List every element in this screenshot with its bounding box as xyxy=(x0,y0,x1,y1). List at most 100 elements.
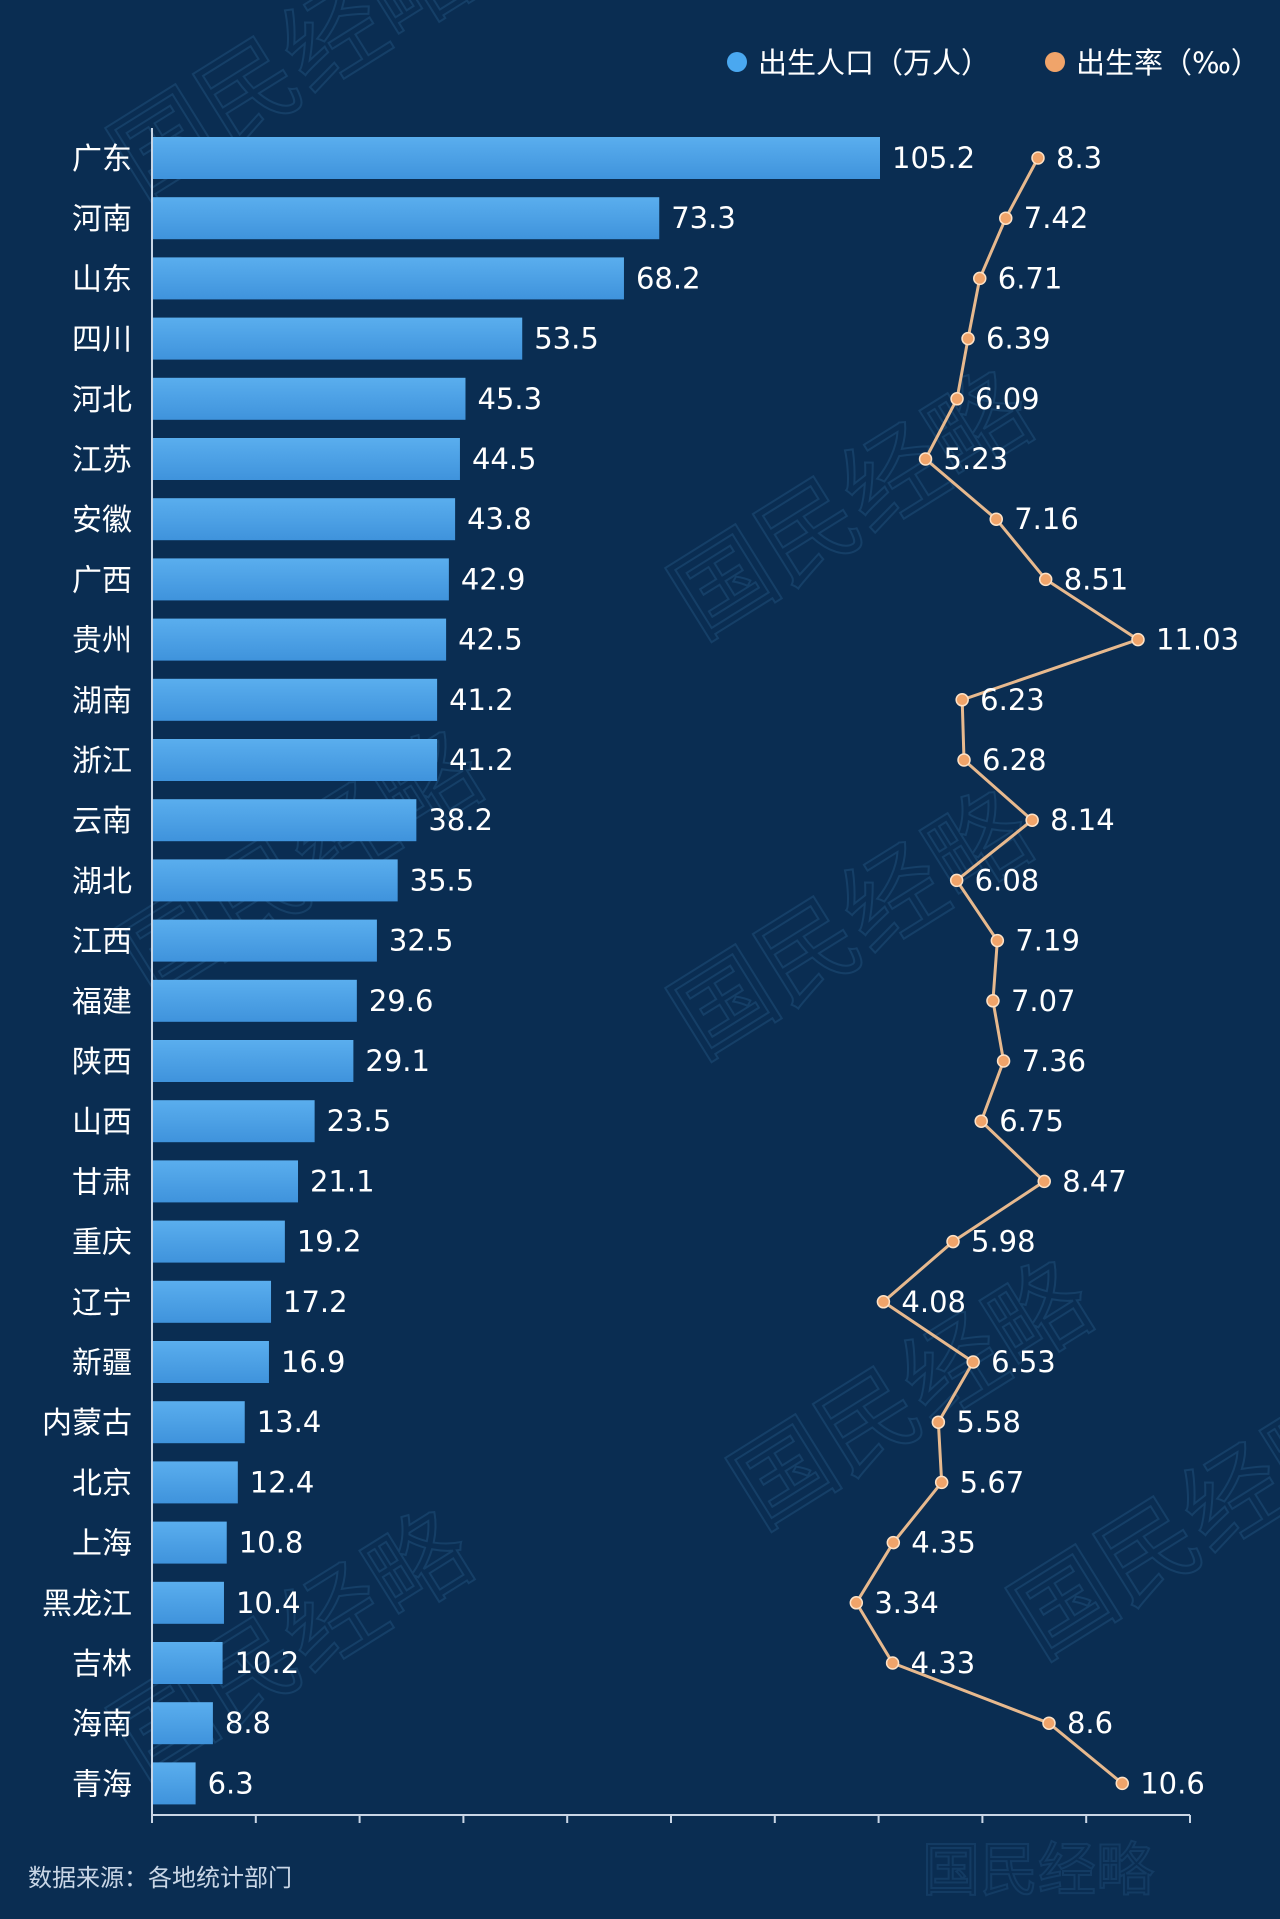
rate-point xyxy=(955,693,969,707)
legend: 出生人口（万人） 出生率（‰） xyxy=(727,46,1260,80)
rate-point xyxy=(974,1114,988,1128)
bar-births xyxy=(152,257,624,300)
rate-point xyxy=(934,1475,949,1490)
rate-value-label: 6.53 xyxy=(991,1345,1056,1379)
category-label: 陕西 xyxy=(72,1045,132,1080)
bar-value-label: 41.2 xyxy=(449,743,514,777)
watermark-text: 国民经略 xyxy=(651,769,1052,1080)
rate-value-label: 6.09 xyxy=(975,382,1040,416)
category-label: 黑龙江 xyxy=(42,1587,132,1622)
category-label: 青海 xyxy=(72,1767,132,1802)
category-label: 四川 xyxy=(72,323,132,358)
rate-point xyxy=(961,331,975,346)
watermark-text: 国民经略 xyxy=(991,1369,1280,1680)
rate-point xyxy=(1037,1174,1051,1189)
rate-point xyxy=(1038,572,1053,587)
bar-births xyxy=(152,979,357,1022)
rate-point xyxy=(996,1054,1011,1068)
bar-births xyxy=(152,1762,196,1805)
axes xyxy=(151,128,1191,1823)
bar-births xyxy=(152,377,466,420)
bar-births xyxy=(152,1401,245,1444)
rate-value-labels: 8.3 7.42 6.71 6.39 6.09 5.237.16 8.51 11.03 6.23… xyxy=(874,141,1239,1800)
rate-value-label: 4.35 xyxy=(911,1526,976,1560)
bar-births xyxy=(152,1280,272,1323)
rate-value-label: 7.07 xyxy=(1011,984,1076,1018)
category-label: 山西 xyxy=(72,1105,132,1140)
bar-births xyxy=(152,1160,299,1203)
rate-value-label: 5.98 xyxy=(971,1225,1036,1259)
category-label: 广西 xyxy=(72,563,132,598)
category-label: 甘肃 xyxy=(72,1165,132,1200)
bar-value-label: 17.2 xyxy=(283,1285,348,1319)
rate-point xyxy=(989,512,1003,526)
bar-value-label: 105.2 xyxy=(892,141,975,175)
rate-value-label: 5.23 xyxy=(944,442,1009,476)
rate-point xyxy=(1131,632,1145,647)
rate-point xyxy=(973,271,987,286)
rate-value-label: 11.03 xyxy=(1156,623,1239,657)
bar-births xyxy=(152,1521,227,1564)
rate-point xyxy=(946,1234,960,1249)
rate-value-label: 10.6 xyxy=(1140,1766,1205,1800)
source-note: 数据来源：各地统计部门 xyxy=(28,1864,292,1892)
bar-value-label: 42.5 xyxy=(458,623,523,657)
rate-value-label: 4.08 xyxy=(901,1285,966,1319)
bar-births xyxy=(152,1341,269,1383)
category-label: 河南 xyxy=(72,202,132,237)
bar-value-label: 53.5 xyxy=(534,322,599,356)
rate-point xyxy=(966,1355,980,1369)
rate-value-label: 8.47 xyxy=(1062,1164,1127,1198)
rate-line-layer xyxy=(849,151,1145,1791)
rate-value-label: 4.33 xyxy=(911,1646,976,1680)
rate-value-label: 5.67 xyxy=(960,1465,1025,1499)
category-label: 上海 xyxy=(72,1527,132,1562)
bar-births xyxy=(152,618,447,661)
bar-births xyxy=(152,1702,213,1745)
category-label: 辽宁 xyxy=(72,1286,132,1321)
category-label: 新疆 xyxy=(72,1346,132,1381)
rate-point xyxy=(918,452,933,466)
category-label: 广东 xyxy=(72,142,132,177)
legend-births-marker xyxy=(727,52,747,72)
rate-value-label: 6.23 xyxy=(980,683,1045,717)
rate-point xyxy=(1042,1716,1056,1730)
bar-value-label: 45.3 xyxy=(477,382,542,416)
rate-value-label: 6.75 xyxy=(999,1104,1064,1138)
bar-value-label: 38.2 xyxy=(428,803,493,837)
category-label: 重庆 xyxy=(72,1226,132,1261)
category-label: 内蒙古 xyxy=(42,1406,132,1441)
bar-births xyxy=(152,1581,224,1624)
rate-value-label: 7.36 xyxy=(1022,1044,1087,1078)
rate-point xyxy=(876,1295,891,1309)
rate-point xyxy=(957,753,971,767)
bar-value-label: 10.2 xyxy=(235,1646,300,1680)
bar-value-label: 13.4 xyxy=(257,1405,322,1439)
category-label: 浙江 xyxy=(72,744,132,779)
category-label: 贵州 xyxy=(72,624,132,659)
rate-value-label: 8.51 xyxy=(1064,562,1129,596)
bar-value-label: 10.8 xyxy=(239,1526,304,1560)
bar-births xyxy=(152,438,460,480)
rate-value-label: 8.14 xyxy=(1050,803,1115,837)
rate-value-label: 7.42 xyxy=(1024,201,1089,235)
rate-value-label: 3.34 xyxy=(874,1586,939,1620)
rate-point xyxy=(990,933,1005,948)
bar-value-label: 8.8 xyxy=(225,1706,271,1740)
bar-births xyxy=(152,317,523,360)
bar-value-label: 19.2 xyxy=(297,1225,362,1259)
rate-point xyxy=(931,1415,946,1429)
rate-value-label: 6.39 xyxy=(986,322,1051,356)
rate-point xyxy=(886,1535,901,1550)
bar-value-label: 41.2 xyxy=(449,683,514,717)
rate-point xyxy=(1025,813,1039,827)
category-label: 河北 xyxy=(72,383,132,418)
category-label: 湖北 xyxy=(72,864,132,899)
rate-value-label: 6.71 xyxy=(998,261,1063,295)
bar-value-labels: 105.2 73.3 68.2 53.5 45.3 44.5 43.8 42.9 42.5 41.… xyxy=(208,141,975,1800)
bar-births xyxy=(152,739,438,781)
category-label: 湖南 xyxy=(72,684,132,719)
bar-value-label: 44.5 xyxy=(472,442,537,476)
bar-births xyxy=(152,799,417,842)
